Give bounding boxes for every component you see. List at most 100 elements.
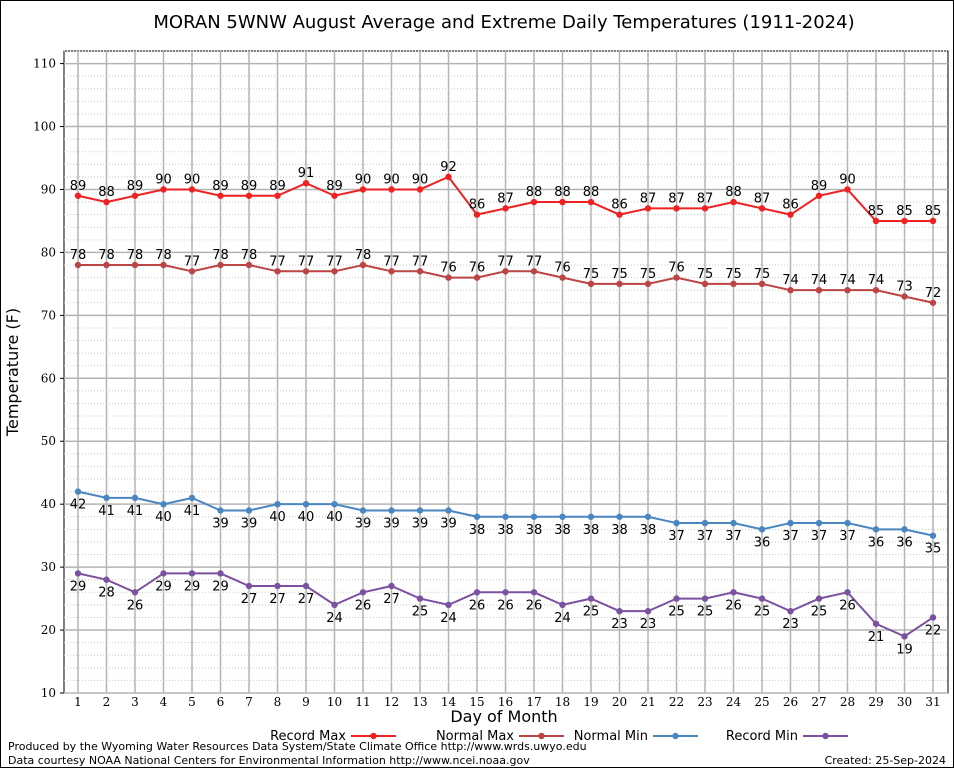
data-label: 24 (326, 611, 343, 626)
data-label: 26 (469, 598, 486, 613)
legend: Record Max Normal Max Normal Min Record Min (270, 729, 848, 744)
data-label: 39 (412, 516, 429, 531)
legend-label: Record Max (270, 729, 346, 744)
data-label: 36 (754, 535, 771, 550)
x-tick-label: 24 (726, 695, 742, 709)
series-record-max: 89 88 89 90 90 89 89 89 91 89 90 90 90 92 86 87 88 88 88 86… (70, 160, 942, 225)
data-point (359, 507, 367, 514)
data-label: 28 (98, 586, 115, 601)
data-point (929, 217, 937, 225)
x-tick-label: 11 (355, 695, 370, 709)
data-point (758, 595, 766, 602)
x-tick-label: 10 (327, 695, 342, 709)
data-point (103, 261, 110, 269)
data-label: 40 (269, 510, 286, 525)
data-label: 26 (526, 598, 543, 613)
data-label: 41 (98, 504, 115, 519)
data-point (644, 607, 652, 615)
y-tick-label: 10 (41, 686, 56, 700)
data-label: 38 (497, 523, 514, 538)
data-point (416, 595, 424, 602)
data-label: 85 (925, 204, 942, 219)
data-point (217, 261, 224, 269)
data-point (103, 198, 110, 206)
data-label: 37 (697, 529, 714, 544)
x-axis-label: Day of Month (450, 707, 557, 726)
data-label: 89 (326, 179, 343, 194)
legend-swatch-marker (370, 732, 377, 740)
data-point (559, 274, 566, 281)
data-label: 78 (241, 248, 258, 263)
data-point (730, 280, 737, 288)
data-point (131, 192, 139, 199)
data-label: 87 (497, 191, 514, 206)
data-label: 74 (782, 273, 799, 288)
series-record-min: 29 28 26 29 29 29 27 27 27 24 26 27 25 24 26 26 26 24 25 23… (70, 570, 942, 657)
data-label: 78 (355, 248, 372, 263)
data-point (445, 173, 452, 181)
x-tick-label: 31 (925, 695, 940, 709)
data-point (701, 205, 709, 212)
data-point (559, 198, 566, 206)
data-label: 37 (725, 529, 742, 544)
data-label: 27 (298, 592, 315, 607)
data-label: 40 (326, 510, 343, 525)
data-label: 39 (355, 516, 372, 531)
data-point (616, 211, 623, 218)
x-tick-label: 3 (131, 695, 139, 709)
legend-item: Record Min (726, 729, 848, 744)
x-tick-label: 30 (897, 695, 912, 709)
data-label: 22 (925, 623, 942, 638)
data-point (188, 494, 196, 502)
data-label: 77 (298, 254, 315, 269)
data-label: 75 (583, 267, 600, 282)
data-point (701, 280, 709, 288)
data-point (388, 186, 395, 193)
data-label: 86 (611, 198, 628, 213)
y-tick-label: 90 (41, 182, 56, 196)
data-label: 39 (383, 516, 400, 531)
data-point (872, 217, 880, 225)
data-label: 90 (184, 172, 201, 187)
data-point (274, 582, 281, 590)
data-label: 25 (754, 605, 771, 620)
data-point (331, 601, 338, 609)
x-tick-label: 6 (217, 695, 225, 709)
data-point (473, 589, 481, 596)
x-tick-label: 2 (103, 695, 111, 709)
data-point (644, 280, 652, 288)
data-point (758, 526, 766, 533)
data-label: 29 (70, 579, 87, 594)
data-point (901, 293, 908, 300)
data-label: 41 (127, 504, 144, 519)
data-point (502, 513, 509, 520)
y-tick-label: 20 (41, 623, 56, 637)
data-point (274, 192, 281, 199)
data-point (74, 192, 82, 199)
x-tick-label: 22 (669, 695, 684, 709)
legend-label: Normal Max (436, 729, 514, 744)
x-tick-label: 1 (74, 695, 82, 709)
data-label: 91 (298, 166, 315, 181)
data-label: 23 (782, 617, 799, 632)
data-point (331, 500, 338, 508)
data-label: 86 (782, 198, 799, 213)
data-point (502, 205, 509, 212)
data-point (359, 589, 367, 596)
y-tick-label: 30 (41, 560, 56, 574)
data-label: 73 (896, 279, 913, 294)
data-label: 23 (611, 617, 628, 632)
data-point (217, 507, 224, 514)
data-label: 29 (184, 579, 201, 594)
data-label: 41 (184, 504, 201, 519)
series-normal-min: 42 41 41 40 41 39 39 40 40 40 39 39 39 39 38 38 38 38 38 38… (70, 488, 941, 557)
legend-item: Normal Max (436, 729, 564, 744)
data-label: 39 (212, 516, 229, 531)
data-label: 36 (868, 535, 885, 550)
data-point (701, 595, 709, 602)
data-label: 24 (554, 611, 571, 626)
data-point (445, 274, 452, 281)
data-label: 77 (269, 254, 286, 269)
